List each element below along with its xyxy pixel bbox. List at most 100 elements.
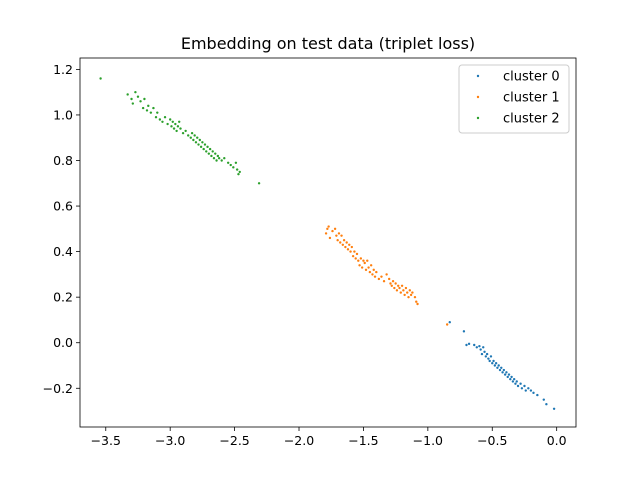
plot-frame [79, 57, 577, 428]
data-point [501, 371, 504, 374]
data-point [336, 239, 339, 242]
data-point [485, 352, 489, 356]
data-point [350, 245, 354, 249]
data-point [170, 125, 173, 128]
legend-item-cluster-2: cluster 2 [476, 112, 560, 127]
data-point [505, 371, 508, 374]
data-point [197, 143, 200, 146]
data-point [235, 168, 239, 171]
data-point [203, 143, 207, 146]
data-point [399, 291, 402, 294]
data-point [199, 145, 203, 149]
data-point [403, 293, 406, 297]
data-point [362, 259, 365, 262]
data-point [489, 355, 493, 358]
data-point [406, 291, 409, 294]
y-tick-label: 0.6 [53, 199, 73, 214]
data-point [407, 295, 410, 299]
series-cluster-0 [448, 321, 556, 410]
y-tick-label: 1.2 [53, 62, 73, 77]
data-point [178, 120, 181, 123]
data-point [369, 264, 373, 267]
data-point [487, 357, 490, 360]
data-point [523, 384, 526, 388]
data-point [131, 102, 135, 105]
data-point [488, 359, 491, 363]
data-point [212, 157, 216, 160]
data-point [373, 275, 377, 278]
data-point [198, 138, 202, 142]
data-point [327, 225, 330, 228]
data-point [143, 97, 146, 101]
data-point [411, 291, 414, 294]
data-point [168, 118, 172, 121]
y-tick-label: 0.8 [53, 153, 73, 168]
data-point [502, 368, 506, 372]
data-point [161, 120, 164, 123]
data-point [211, 150, 214, 153]
data-point [395, 289, 399, 292]
data-point [545, 403, 548, 406]
series-cluster-1 [324, 225, 449, 326]
data-point [194, 141, 198, 144]
data-point [139, 100, 142, 103]
data-point [391, 280, 395, 283]
y-tick-label: 0.0 [53, 335, 73, 350]
data-point [494, 362, 498, 365]
data-point [482, 346, 485, 349]
legend-marker [476, 74, 480, 78]
data-point [500, 366, 503, 369]
data-point [324, 232, 328, 235]
data-point [416, 302, 419, 306]
data-point [175, 129, 178, 133]
data-point [408, 289, 412, 292]
data-point [346, 248, 350, 251]
data-point [372, 268, 375, 272]
data-point [389, 282, 392, 285]
data-point [503, 373, 507, 376]
data-point [220, 159, 223, 162]
data-point [326, 227, 329, 231]
data-point [193, 134, 196, 137]
data-point [371, 273, 374, 276]
x-tick-label: 0.0 [547, 433, 567, 448]
data-point [214, 152, 217, 155]
data-point [238, 170, 241, 174]
data-point [331, 229, 334, 233]
data-point [189, 136, 192, 139]
y-tick-label: 1.0 [53, 107, 73, 122]
data-point [163, 116, 167, 119]
data-point [166, 122, 169, 126]
data-point [492, 359, 495, 363]
data-point [257, 182, 261, 185]
data-point [509, 377, 512, 381]
data-point [339, 241, 342, 244]
data-point [355, 252, 359, 256]
data-point [348, 243, 351, 246]
data-point [345, 241, 348, 244]
data-point [491, 362, 494, 365]
data-point [527, 387, 530, 390]
legend-marker [476, 95, 480, 99]
data-point [149, 111, 153, 114]
data-point [532, 391, 535, 395]
data-point [542, 398, 545, 401]
data-point [154, 116, 158, 119]
data-point [351, 254, 355, 258]
data-point [340, 234, 343, 237]
data-point [208, 147, 212, 151]
data-point [223, 157, 226, 160]
legend-label: cluster 1 [503, 91, 560, 106]
data-point [215, 159, 218, 162]
data-point [483, 350, 486, 354]
data-point [184, 129, 187, 133]
data-point [337, 232, 341, 235]
data-point [158, 118, 162, 121]
legend-item-cluster-0: cluster 0 [476, 70, 560, 85]
data-point [202, 147, 205, 151]
data-point [516, 384, 520, 388]
legend-label: cluster 2 [503, 112, 560, 127]
data-point [510, 375, 513, 379]
data-point [349, 250, 352, 253]
data-point [380, 275, 383, 278]
